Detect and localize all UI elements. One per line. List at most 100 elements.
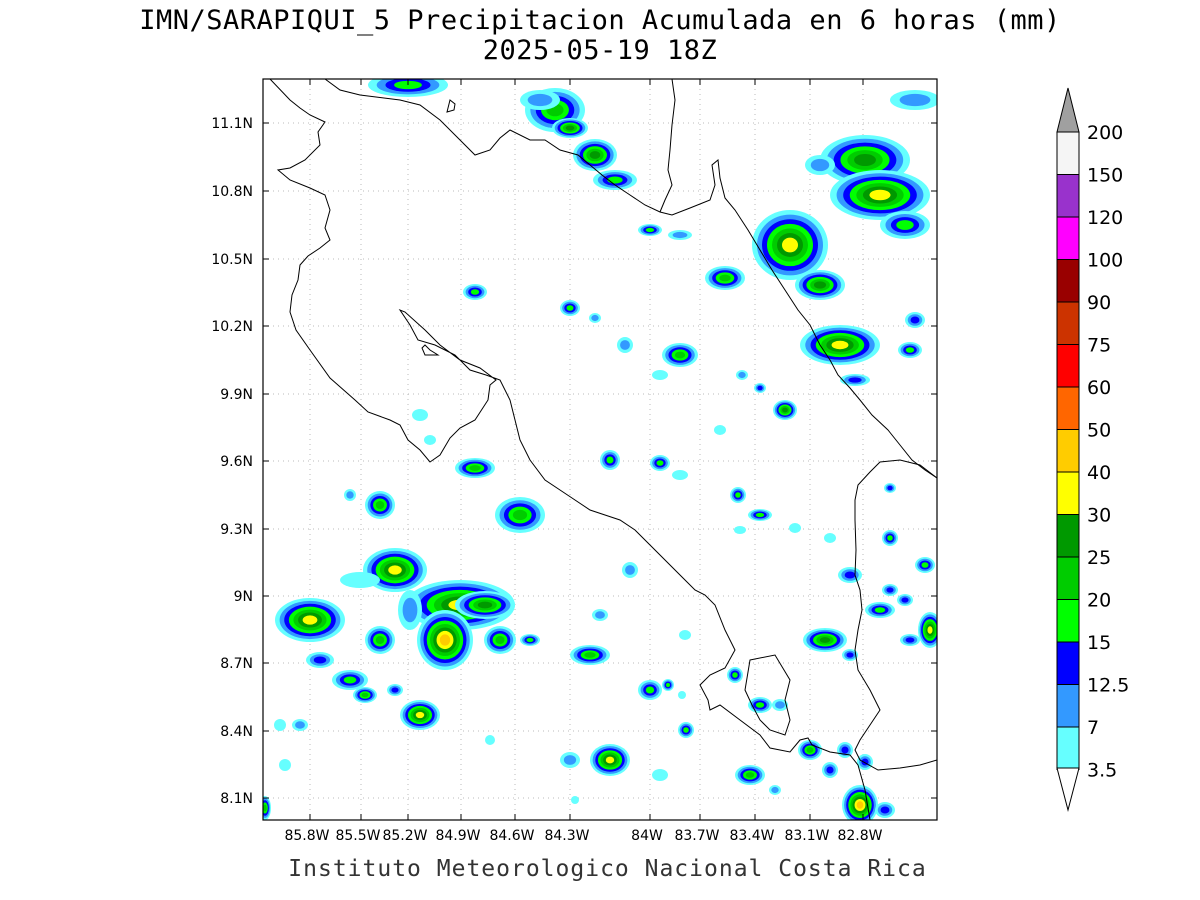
precip-cell: [730, 487, 746, 503]
precip-cell: [622, 562, 638, 578]
precip-cell: [748, 697, 772, 713]
colorbar-label: 50: [1087, 420, 1111, 442]
precip-cell: [772, 699, 788, 711]
precip-cell: [455, 591, 515, 619]
precip-cell: [795, 270, 845, 300]
precip-cell: [353, 687, 377, 703]
precip-cell: [340, 572, 380, 588]
lon-tick-label: 82.8W: [837, 828, 882, 844]
precip-cell: [368, 79, 448, 97]
colorbar-segment: [1056, 599, 1080, 643]
precip-cell: [306, 652, 334, 668]
colorbar-label: 25: [1087, 547, 1111, 569]
precip-cell: [424, 435, 436, 445]
lat-tick-label: 8.7N: [220, 656, 253, 672]
colorbar-label: 30: [1087, 505, 1111, 527]
colorbar-label: 120: [1087, 207, 1123, 229]
colorbar-label: 15: [1087, 632, 1111, 654]
precip-cell: [520, 634, 540, 646]
precip-cell: [638, 680, 662, 700]
precip-cell: [880, 211, 930, 239]
colorbar-label: 100: [1087, 250, 1123, 272]
precip-cell: [865, 602, 895, 618]
colorbar-label: 40: [1087, 462, 1111, 484]
colorbar-segment: [1056, 216, 1080, 260]
lon-tick-label: 85.5W: [335, 828, 380, 844]
lat-tick-label: 11.1N: [211, 116, 253, 132]
precip-cell: [679, 630, 691, 640]
colorbar-label: 90: [1087, 292, 1111, 314]
precip-cell: [735, 765, 765, 785]
precip-cell: [857, 754, 873, 770]
precip-cell: [650, 455, 670, 471]
precip-cell: [363, 548, 427, 592]
colorbar-segment: [1056, 429, 1080, 473]
colorbar-label: 20: [1087, 590, 1111, 612]
precip-cell: [593, 170, 637, 190]
lon-tick-label: 85.8W: [284, 828, 329, 844]
precip-cell: [387, 684, 403, 696]
precipitation-field: [263, 79, 937, 820]
precip-cell: [842, 649, 858, 661]
lon-tick-label: 85.2W: [382, 828, 427, 844]
precip-cell: [662, 679, 674, 691]
precip-cell: [279, 759, 291, 771]
precip-cell: [484, 626, 516, 654]
lon-tick-label: 84.6W: [489, 828, 534, 844]
lat-tick-label: 8.1N: [220, 791, 253, 807]
colorbar-segment: [1056, 174, 1080, 218]
map-subtitle-date: 2025-05-19 18Z: [482, 35, 718, 66]
precip-cell: [727, 667, 743, 683]
precip-cell: [905, 312, 925, 328]
lat-tick-label: 9.6N: [220, 454, 253, 470]
colorbar-over-triangle: [1056, 87, 1080, 133]
precip-cell: [495, 497, 545, 533]
lat-tick-label: 10.8N: [211, 184, 253, 200]
footer-credit: Instituto Meteorologico Nacional Costa R…: [288, 856, 927, 882]
precip-cell: [592, 609, 608, 621]
precip-cell: [736, 370, 748, 380]
precip-cell: [274, 719, 286, 731]
precip-cell: [840, 374, 870, 386]
precip-cell: [837, 742, 853, 758]
lat-tick-label: 9.9N: [220, 387, 253, 403]
precip-cell: [897, 594, 913, 606]
precip-cell: [652, 370, 668, 380]
precip-cell: [520, 90, 560, 110]
colorbar-label: 3.5: [1087, 760, 1117, 782]
colorbar-label: 12.5: [1087, 675, 1129, 697]
precip-cell: [292, 719, 308, 731]
colorbar-segment: [1056, 684, 1080, 728]
precip-cell: [773, 400, 797, 420]
colorbar-segment: [1056, 386, 1080, 430]
lon-tick-label: 84.3W: [544, 828, 589, 844]
precip-cell: [455, 458, 495, 478]
precip-cell: [263, 796, 271, 820]
colorbar-label: 200: [1087, 122, 1123, 144]
colorbar-segment: [1056, 514, 1080, 558]
precip-cell: [571, 796, 579, 804]
colorbar-segment: [1056, 259, 1080, 303]
precip-cell: [789, 523, 801, 533]
map-title: IMN/SARAPIQUI_5 Precipitacion Acumulada …: [139, 5, 1061, 36]
lon-tick-label: 84W: [631, 828, 663, 844]
precip-cell: [918, 612, 937, 648]
precip-cell: [652, 769, 668, 781]
precip-cell: [638, 224, 662, 236]
precip-cell: [573, 139, 617, 171]
precip-cell: [412, 409, 428, 421]
precip-cell: [830, 170, 930, 220]
precip-cell: [822, 762, 838, 778]
lon-tick-label: 83.7W: [674, 828, 719, 844]
map-grid: [263, 79, 937, 820]
colorbar-label: 150: [1087, 165, 1123, 187]
colorbar-segment: [1056, 301, 1080, 345]
precip-cell: [417, 610, 473, 670]
lon-tick-label: 83.4W: [729, 828, 774, 844]
colorbar-segment: [1056, 556, 1080, 600]
colorbar-under-triangle: [1056, 767, 1080, 812]
coastline-borders: [269, 79, 937, 820]
precip-cell: [398, 590, 422, 630]
colorbar-segment: [1056, 344, 1080, 388]
